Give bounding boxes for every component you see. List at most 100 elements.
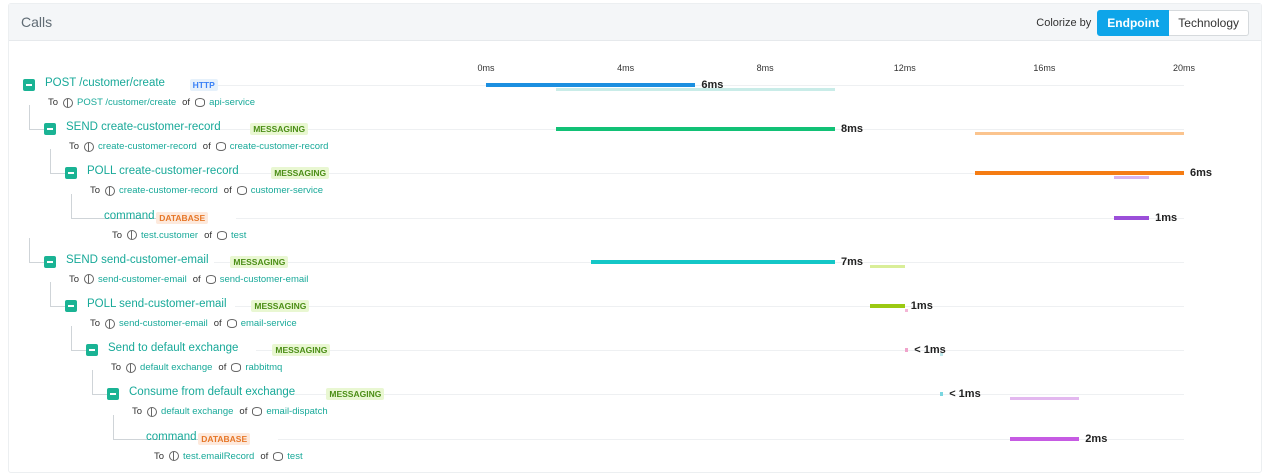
to-label: To [111,362,122,374]
collapse-toggle[interactable] [44,123,56,136]
duration-bar[interactable] [486,83,696,87]
tree-connector [50,282,66,307]
tree-connector [71,326,87,352]
children-span-bar [939,353,944,357]
database-service-icon [236,186,247,196]
endpoint-globe-icon [126,362,137,373]
endpoint-globe-icon [147,406,158,417]
duration-bar[interactable] [904,348,909,353]
database-service-icon [217,230,228,240]
duration-bar[interactable] [869,304,905,308]
service-link[interactable]: api-service [209,97,256,108]
database-service-icon [273,451,284,461]
duration-bar[interactable] [555,127,835,132]
technology-badge: MESSAGING [326,388,385,401]
endpoint-globe-icon [169,451,180,462]
tree-connector [113,414,207,440]
duration-label: < 1ms [949,388,981,401]
call-name[interactable]: SEND create-customer-record [66,121,221,134]
service-link[interactable]: email-dispatch [266,406,328,418]
axis-tick-label: 12ms [893,63,916,73]
call-name[interactable]: Consume from default exchange [129,386,296,399]
endpoint-link[interactable]: test.emailRecord [183,450,255,462]
axis-tick-label: 8ms [756,63,774,73]
endpoint-globe-icon [84,274,95,285]
endpoint-link[interactable]: send-customer-email [119,318,208,329]
of-label: of [218,362,227,374]
collapse-toggle[interactable] [65,167,77,180]
call-name[interactable]: command [146,430,197,443]
duration-label: 8ms [841,123,864,136]
axis-tick-label: 0ms [477,63,495,73]
technology-badge: MESSAGING [230,255,289,268]
panel-title: Calls [21,14,53,30]
children-span-bar [869,264,905,268]
call-name[interactable]: POLL send-customer-email [87,298,227,310]
call-target-line: To test.customer of test [112,230,246,241]
call-target-line: To default exchange of rabbitmq [111,362,282,373]
technology-badge: MESSAGING [271,167,330,180]
collapse-toggle[interactable] [107,388,119,401]
duration-bar[interactable] [974,171,1184,176]
endpoint-link[interactable]: send-customer-email [98,273,187,285]
database-service-icon [231,363,242,373]
call-target-line: To test.emailRecord of test [154,451,303,462]
service-link[interactable]: send-customer-email [219,273,309,285]
call-name[interactable]: command [104,209,155,222]
to-label: To [48,97,59,108]
service-link[interactable]: test [231,229,247,241]
collapse-toggle[interactable] [65,300,77,312]
call-name[interactable]: SEND send-customer-email [66,253,209,266]
endpoint-link[interactable]: test.customer [141,229,199,241]
duration-label: < 1ms [914,344,946,357]
call-target-line: To create-customer-record of create-custome… [69,141,328,152]
collapse-toggle[interactable] [86,344,98,357]
endpoint-link[interactable]: POST /customer/create [77,97,177,108]
call-target-line: To POST /customer/create of api-service [48,97,255,108]
row-divider [277,394,1184,396]
row-divider [236,217,1184,219]
row-divider [256,350,1184,352]
service-link[interactable]: create-customer-record [229,141,329,153]
duration-label: 2ms [1085,432,1108,445]
service-link[interactable]: customer-service [250,185,324,197]
tree-connector [50,149,66,175]
axis-tick-label: 16ms [1033,63,1056,73]
endpoint-globe-icon [105,185,116,196]
technology-badge: MESSAGING [250,123,309,136]
of-label: of [260,450,269,462]
duration-label: 1ms [910,300,933,312]
to-label: To [90,318,101,329]
duration-bar[interactable] [590,259,835,264]
technology-badge: MESSAGING [251,300,310,312]
tree-connector [29,237,45,263]
endpoint-link[interactable]: create-customer-record [98,141,197,153]
duration-bar[interactable] [939,392,944,397]
call-name[interactable]: POLL create-customer-record [87,165,239,178]
endpoint-link[interactable]: create-customer-record [119,185,218,197]
row-divider [278,438,1184,440]
colorize-endpoint-button[interactable]: Endpoint [1097,10,1170,36]
duration-bar[interactable] [1114,215,1150,220]
to-label: To [69,273,80,285]
endpoint-link[interactable]: default exchange [161,406,234,418]
call-name[interactable]: Send to default exchange [108,342,239,355]
technology-badge: DATABASE [156,211,209,224]
collapse-toggle[interactable] [44,255,56,268]
call-name[interactable]: POST /customer/create [45,77,165,89]
to-label: To [112,229,123,241]
service-link[interactable]: rabbitmq [245,362,283,374]
duration-bar[interactable] [1009,436,1080,441]
service-link[interactable]: email-service [240,318,297,329]
database-service-icon [205,274,216,284]
colorize-technology-button[interactable]: Technology [1169,10,1249,36]
axis-tick-label: 4ms [617,63,635,73]
service-link[interactable]: test [287,450,303,462]
endpoint-link[interactable]: default exchange [140,362,213,374]
colorize-label: Colorize by [1036,17,1092,29]
children-span-bar [555,88,835,91]
row-divider [235,306,1184,307]
call-target-line: To send-customer-email of email-service [90,318,297,329]
collapse-toggle[interactable] [23,79,35,91]
